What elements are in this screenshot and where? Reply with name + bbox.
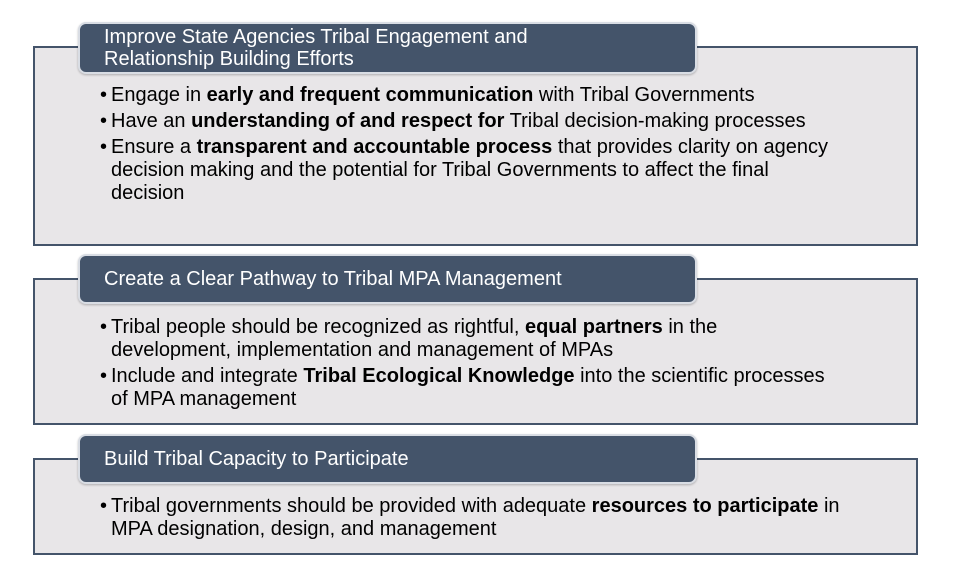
bullet-icon: • bbox=[100, 495, 108, 517]
bullet-text-post: that provides clarity on agency decision… bbox=[111, 136, 828, 204]
bullet-text-bold: early and frequent communication bbox=[206, 84, 534, 106]
bullet-text-bold: understanding of and respect for bbox=[191, 110, 505, 132]
section-3-bullet-list: • Tribal governments should be provided w… bbox=[100, 495, 840, 544]
bullet-icon: • bbox=[100, 136, 108, 158]
bullet-text-post: into the scientific processes of MPA man… bbox=[111, 365, 825, 410]
section-1-bullet-list: • Engage in early and frequent communicat… bbox=[100, 84, 840, 208]
bullet-text-post: in the development, implementation and m… bbox=[111, 316, 718, 361]
bullet-item: • Engage in early and frequent communicat… bbox=[100, 84, 840, 107]
bullet-text-bold: Tribal Ecological Knowledge bbox=[303, 365, 575, 387]
bullet-text-pre: Ensure a bbox=[111, 136, 197, 158]
bullet-text-post: Tribal decision-making processes bbox=[504, 110, 806, 132]
bullet-text-bold: equal partners bbox=[524, 316, 663, 338]
bullet-text-post: with Tribal Governments bbox=[533, 84, 755, 106]
section-2-bullet-list: • Tribal people should be recognized as r… bbox=[100, 316, 840, 414]
section-1-header-line-1: Improve State Agencies Tribal Engagement… bbox=[104, 26, 528, 48]
bullet-text-pre: Tribal people should be recognized as ri… bbox=[111, 316, 525, 338]
section-3-header: Build Tribal Capacity to Participate bbox=[78, 434, 697, 484]
section-1-header: Improve State Agencies Tribal Engagement… bbox=[78, 22, 697, 74]
bullet-text-pre: Tribal governments should be provided wi… bbox=[111, 495, 592, 517]
bullet-text-post: in MPA designation, design, and manageme… bbox=[111, 495, 840, 540]
bullet-icon: • bbox=[100, 365, 108, 387]
bullet-text-pre: Have an bbox=[111, 110, 192, 132]
bullet-item: • Include and integrate Tribal Ecological… bbox=[100, 365, 840, 411]
bullet-text-bold: resources to participate bbox=[591, 495, 819, 517]
bullet-item: • Tribal governments should be provided w… bbox=[100, 495, 840, 541]
section-2-header: Create a Clear Pathway to Tribal MPA Man… bbox=[78, 254, 697, 304]
section-1-header-line-2: Relationship Building Efforts bbox=[104, 48, 354, 70]
section-2-header-line-1: Create a Clear Pathway to Tribal MPA Man… bbox=[104, 268, 562, 290]
bullet-item: • Have an understanding of and respect fo… bbox=[100, 110, 840, 133]
section-3-header-line-1: Build Tribal Capacity to Participate bbox=[104, 448, 409, 470]
bullet-text-pre: Engage in bbox=[111, 84, 207, 106]
bullet-icon: • bbox=[100, 84, 108, 106]
bullet-item: • Ensure a transparent and accountable pr… bbox=[100, 136, 840, 205]
bullet-icon: • bbox=[100, 110, 108, 132]
bullet-item: • Tribal people should be recognized as r… bbox=[100, 316, 840, 362]
bullet-icon: • bbox=[100, 316, 108, 338]
bullet-text-bold: transparent and accountable process bbox=[196, 136, 553, 158]
bullet-text-pre: Include and integrate bbox=[111, 365, 304, 387]
section-1-box bbox=[33, 46, 918, 246]
